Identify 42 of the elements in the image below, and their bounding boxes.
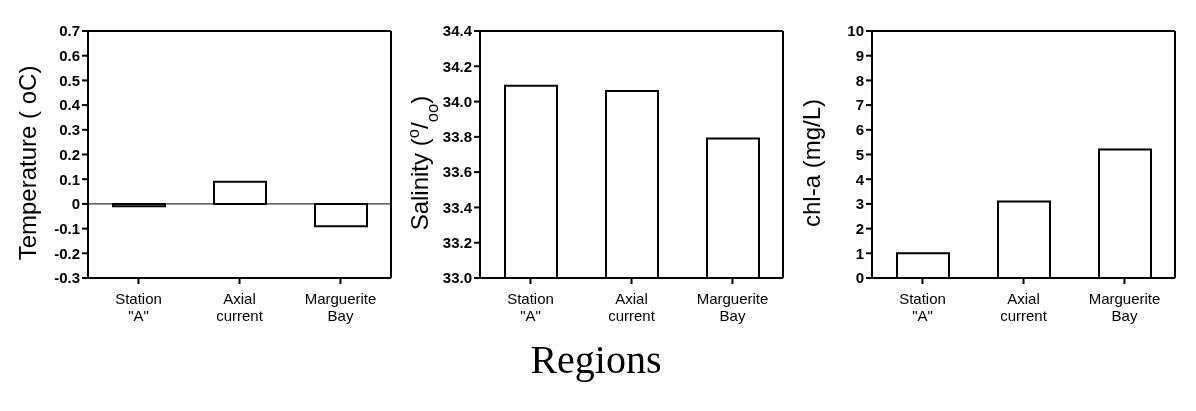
y-tick-label: 4 (855, 170, 865, 188)
y-tick-label: 0.2 (59, 145, 80, 163)
x-tick-label: Station "A" (899, 290, 946, 324)
y-axis-title: chl-a (mg/L) (798, 98, 825, 228)
y-tick-label: -0.3 (54, 269, 80, 287)
y-tick-label: -0.2 (54, 244, 80, 262)
x-tick-label: Marguerite Bay (696, 290, 769, 324)
x-tick-label: Marguerite Bay (304, 290, 377, 324)
y-tick-label: 34.0 (442, 92, 472, 110)
x-axis-title: Regions (529, 336, 663, 383)
y-tick-label: 5 (855, 145, 864, 163)
x-tick-label: Axial current (216, 290, 264, 324)
y-tick-label: 7 (855, 96, 864, 114)
y-tick-label: 33.2 (442, 234, 472, 252)
y-tick-label: 34.4 (442, 22, 473, 40)
y-tick-label: 9 (855, 47, 864, 65)
y-tick-label: 0.4 (59, 96, 81, 114)
x-tick-label: Station "A" (507, 290, 554, 324)
y-axis-title: Temperature ( oC) (14, 65, 41, 261)
y-tick-label: 34.2 (442, 57, 472, 75)
y-tick-label: 33.6 (442, 163, 472, 181)
y-tick-label: 0.6 (59, 47, 80, 65)
y-tick-label: 8 (855, 71, 864, 89)
x-tick-label: Station "A" (115, 290, 162, 324)
x-tick-label: Axial current (608, 290, 656, 324)
y-tick-label: 33.4 (442, 198, 473, 216)
y-tick-label: 0.7 (59, 22, 80, 40)
y-tick-label: 2 (855, 219, 864, 237)
y-tick-label: 0.1 (59, 170, 80, 188)
y-tick-label: 1 (855, 244, 864, 262)
y-tick-label: 0 (855, 269, 864, 287)
x-tick-label: Marguerite Bay (1088, 290, 1161, 324)
y-tick-label: -0.1 (54, 219, 80, 237)
y-tick-label: 0.5 (59, 71, 80, 89)
y-tick-label: 0.3 (59, 121, 80, 139)
y-tick-label: 10 (847, 22, 864, 40)
y-tick-label: 33.8 (442, 128, 472, 146)
y-tick-label: 3 (855, 195, 864, 213)
y-tick-label: 0 (71, 195, 80, 213)
y-tick-label: 33.0 (442, 269, 472, 287)
x-tick-label: Axial current (1000, 290, 1048, 324)
y-tick-label: 6 (855, 121, 864, 139)
